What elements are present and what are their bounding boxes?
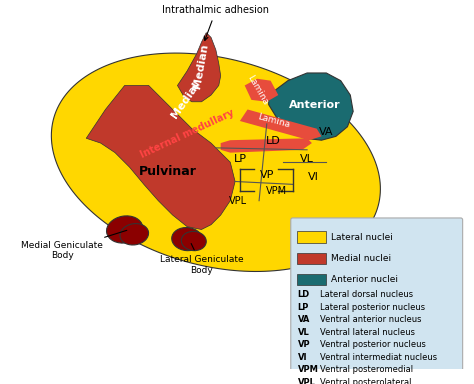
Polygon shape <box>245 79 278 102</box>
Text: VL: VL <box>298 328 309 337</box>
Text: Anterior: Anterior <box>289 100 341 110</box>
Text: Medial: Medial <box>169 80 201 120</box>
Text: Lateral nuclei: Lateral nuclei <box>331 233 393 242</box>
Text: Ventral intermediat nucleus: Ventral intermediat nucleus <box>319 353 437 362</box>
Polygon shape <box>86 86 235 230</box>
Polygon shape <box>221 138 312 153</box>
Ellipse shape <box>120 223 148 245</box>
Text: VA: VA <box>319 127 334 137</box>
Text: Intrathalmic adhesion: Intrathalmic adhesion <box>163 5 269 40</box>
Text: Lamina: Lamina <box>256 113 291 130</box>
Text: VP: VP <box>260 170 274 180</box>
FancyBboxPatch shape <box>298 253 326 264</box>
Text: Ventral lateral nucleus: Ventral lateral nucleus <box>319 328 415 337</box>
Text: Lateral dorsal nucleus: Lateral dorsal nucleus <box>319 290 413 299</box>
Polygon shape <box>269 73 353 140</box>
Text: Medial nuclei: Medial nuclei <box>331 254 391 263</box>
Text: VL: VL <box>300 154 314 164</box>
Text: VPL: VPL <box>298 377 315 384</box>
Text: Ventral anterior nucleus: Ventral anterior nucleus <box>319 315 421 324</box>
Text: VPM: VPM <box>266 186 287 196</box>
Text: VI: VI <box>298 353 307 362</box>
Text: VPL: VPL <box>229 196 247 206</box>
Text: Pulvinar: Pulvinar <box>139 166 197 179</box>
Text: LD: LD <box>298 290 310 299</box>
FancyBboxPatch shape <box>298 274 326 285</box>
Text: Anterior nuclei: Anterior nuclei <box>331 275 398 284</box>
FancyBboxPatch shape <box>298 232 326 243</box>
Text: VI: VI <box>308 172 319 182</box>
Ellipse shape <box>107 216 143 243</box>
Text: Ventral posteromedial: Ventral posteromedial <box>319 365 413 374</box>
Ellipse shape <box>182 232 206 251</box>
Text: VPM: VPM <box>298 365 319 374</box>
Text: Ventral posterior nucleus: Ventral posterior nucleus <box>319 340 426 349</box>
Polygon shape <box>51 53 381 271</box>
Text: LP: LP <box>298 303 309 312</box>
Text: LD: LD <box>266 136 281 146</box>
Text: VP: VP <box>298 340 310 349</box>
Text: Lateral posterior nucleus: Lateral posterior nucleus <box>319 303 425 312</box>
Polygon shape <box>177 33 221 102</box>
Text: Medial Geniculate
Body: Medial Geniculate Body <box>21 230 127 260</box>
Text: Lamina: Lamina <box>245 74 269 107</box>
Text: Lateral Geniculate
Body: Lateral Geniculate Body <box>160 243 243 275</box>
Text: Median: Median <box>192 43 210 89</box>
FancyBboxPatch shape <box>291 218 463 371</box>
Text: LP: LP <box>233 154 246 164</box>
Text: VA: VA <box>298 315 310 324</box>
Text: Ventral posterolateral: Ventral posterolateral <box>319 377 411 384</box>
Text: Internal medullary: Internal medullary <box>138 107 236 160</box>
Ellipse shape <box>172 228 202 251</box>
Polygon shape <box>240 109 321 140</box>
